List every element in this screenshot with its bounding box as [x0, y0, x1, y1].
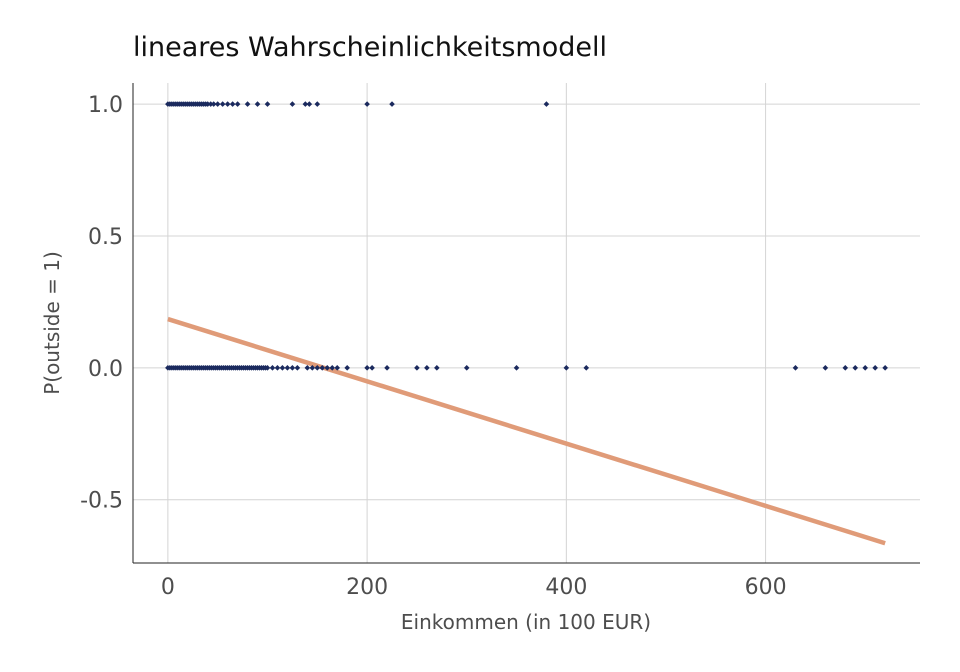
data-point [414, 365, 420, 371]
data-point [434, 365, 440, 371]
data-point [289, 365, 296, 371]
data-point [304, 365, 311, 371]
data-point [324, 365, 331, 371]
data-point [314, 365, 321, 371]
data-point [244, 101, 251, 107]
grid-layer [133, 83, 920, 563]
data-point [329, 365, 336, 371]
data-point [309, 365, 316, 371]
data-point [364, 101, 370, 107]
y-tick-label: 0.5 [88, 225, 123, 250]
data-point [302, 101, 309, 107]
y-tick-label: 1.0 [88, 93, 123, 118]
data-point [389, 101, 395, 107]
data-point [284, 365, 291, 371]
data-point [424, 365, 430, 371]
x-tick-label: 600 [745, 575, 787, 600]
data-point [563, 365, 570, 371]
data-point [872, 365, 878, 371]
chart-title: lineares Wahrscheinlichkeitsmodell [133, 32, 607, 63]
data-point [269, 365, 276, 371]
data-point [822, 365, 829, 371]
data-point [314, 101, 321, 107]
data-point [229, 101, 236, 107]
data-point [264, 365, 271, 371]
data-point [334, 365, 341, 371]
data-point [364, 365, 370, 371]
data-point [224, 101, 231, 107]
x-tick-label: 200 [346, 575, 388, 600]
data-point [463, 365, 470, 371]
data-point [274, 365, 281, 371]
data-point [294, 365, 301, 371]
x-tick-label: 400 [545, 575, 587, 600]
data-point [264, 101, 271, 107]
data-point [289, 101, 296, 107]
data-point [842, 365, 849, 371]
data-point [513, 365, 520, 371]
data-point [882, 365, 888, 371]
data-point [583, 365, 590, 371]
y-tick-label: 0.0 [88, 357, 123, 382]
data-point [234, 101, 241, 107]
regression-line [167, 316, 886, 546]
data-point [254, 101, 261, 107]
data-point [384, 365, 390, 371]
data-point [792, 365, 799, 371]
data-point [214, 101, 221, 107]
data-point [210, 101, 217, 107]
axis-layer [132, 83, 920, 564]
y-axis-title: P(outside = 1) [40, 251, 64, 395]
x-tick-label: 0 [161, 575, 175, 600]
data-point-layer [165, 101, 888, 371]
data-point [204, 101, 211, 107]
x-axis-title: Einkommen (in 100 EUR) [401, 610, 651, 634]
tick-label-layer: 0 200 400 600 -0.5 0.0 0.5 1.0 [80, 93, 787, 600]
data-point [852, 365, 859, 371]
data-point [543, 101, 550, 107]
data-point [207, 101, 214, 107]
data-point [279, 365, 286, 371]
data-point [319, 365, 326, 371]
data-point [369, 365, 375, 371]
data-point [344, 365, 350, 371]
regression-line-layer [167, 316, 886, 546]
y-tick-label: -0.5 [80, 489, 123, 514]
data-point [306, 101, 313, 107]
data-point [862, 365, 869, 371]
data-point [219, 101, 226, 107]
